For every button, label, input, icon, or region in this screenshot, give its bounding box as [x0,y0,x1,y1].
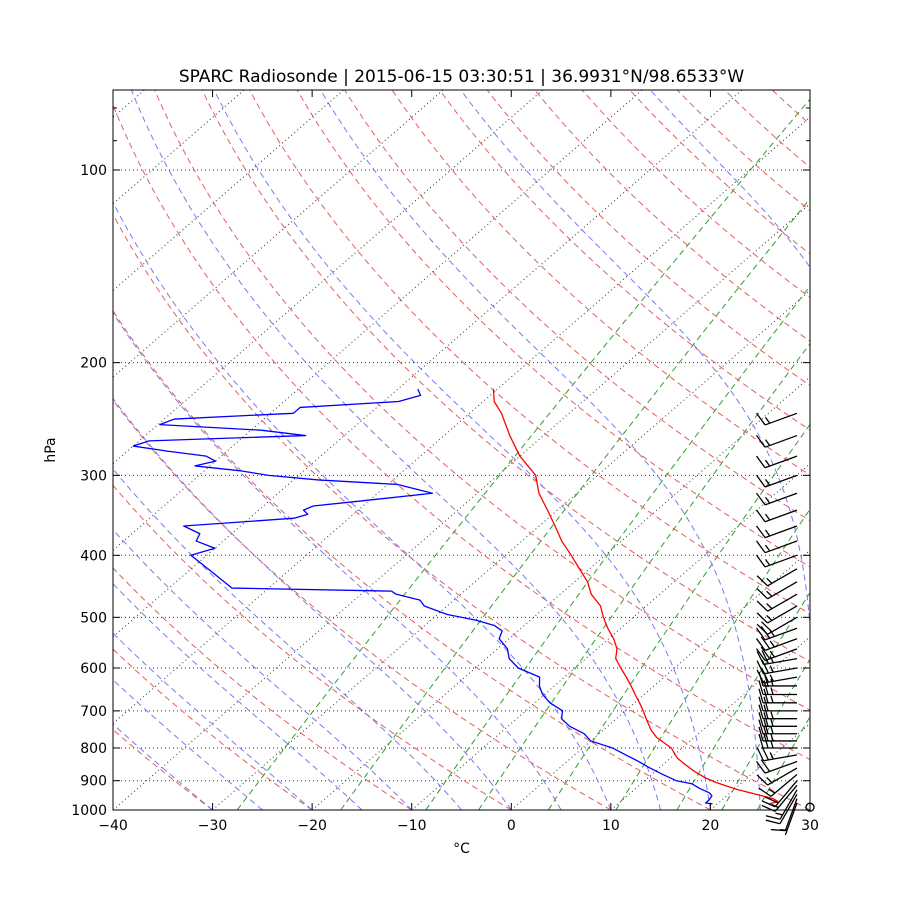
mixing-ratio-line [757,715,810,810]
wind-barb [756,650,798,666]
profile-layer [132,388,779,805]
mixing-ratio-line [615,508,810,810]
x-axis-label: °C [453,841,470,857]
wind-barb [755,554,798,568]
wind-barb [765,789,798,820]
wind-barb [756,605,798,624]
grid-layer [113,90,810,810]
x-axis: −40 −30 −20 −10 0 10 20 30 [98,90,819,834]
wind-barb [755,636,798,651]
moist-adiabat [130,90,662,810]
wind-barb [765,793,798,825]
wind-barb-layer [755,412,815,836]
moist-adiabat [213,90,711,810]
x-tick-label: 0 [507,818,516,834]
moist-adiabat-lines [113,90,810,810]
mixing-ratio-line [425,285,810,810]
wind-barb [755,455,798,469]
dry-adiabat [113,567,412,810]
wind-barb [755,474,798,488]
dry-adiabat [344,90,810,522]
plot-background [113,90,810,810]
y-axis: 100 200 300 400 500 600 700 800 900 1000 [71,107,810,819]
mixing-ratio-line [721,658,810,810]
moist-adiabat [113,397,512,810]
wind-barb [758,704,797,720]
wind-barb [756,568,798,587]
wind-barb [758,712,797,727]
dry-adiabat [296,90,810,568]
y-tick-label: 300 [80,468,107,484]
wind-barb [770,798,798,832]
dry-adiabat [201,90,810,663]
x-tick-label: 20 [702,818,720,834]
wind-barb [756,581,798,600]
dewpoint-profile [132,388,713,805]
y-tick-label: 500 [80,610,107,626]
wind-barb [758,696,797,712]
dry-adiabat [113,484,512,810]
wind-barb [755,412,798,426]
moist-adiabat [113,201,612,810]
dry-adiabat [113,309,711,810]
dry-adiabat [439,90,810,431]
dry-adiabat [113,213,810,810]
moist-adiabat [113,312,562,810]
y-tick-label: 600 [80,661,107,677]
y-tick-label: 400 [80,548,107,564]
wind-barb [756,668,798,684]
dry-adiabat [113,103,810,761]
x-tick-label: −20 [297,818,327,834]
wind-barb [755,434,798,448]
mixing-ratio-line [340,197,810,810]
mixing-ratio-lines [236,98,810,810]
wind-barb [761,780,798,808]
wind-barb [756,659,798,675]
wind-barb [755,646,798,662]
wind-barb [758,773,798,797]
dry-adiabat [154,90,810,711]
moist-adiabat [113,679,263,810]
chart-title: SPARC Radiosonde | 2015-06-15 03:30:51 |… [179,67,745,87]
x-tick-label: −30 [198,818,228,834]
dry-adiabat-lines [113,90,810,810]
dry-adiabat [113,399,612,810]
moist-adiabat [113,723,213,810]
wind-barb [756,767,798,786]
y-tick-label: 900 [80,774,107,790]
y-tick-label: 800 [80,741,107,757]
y-tick-label: 200 [80,356,107,372]
wind-barb [755,492,798,506]
moist-adiabat [319,90,761,810]
mixing-ratio-line [478,342,810,810]
dry-adiabat [391,90,810,476]
moist-adiabat [113,583,363,810]
x-tick-label: −40 [98,818,128,834]
y-tick-label: 1000 [71,803,107,819]
moist-adiabat [460,90,810,810]
plot-frame [112,89,811,811]
wind-barb [755,509,798,523]
y-axis-label: hPa [43,437,59,462]
mixing-ratio-line [676,591,810,810]
wind-barb [758,688,797,704]
moist-adiabat [113,632,313,810]
wind-barb [756,593,798,612]
wind-barb [755,540,798,554]
wind-barb [756,616,798,635]
x-tick-label: −10 [397,818,427,834]
x-tick-label: 10 [602,818,620,834]
dry-adiabat [249,90,810,615]
x-tick-label: 30 [801,818,819,834]
y-tick-label: 100 [80,163,107,179]
moist-adiabat [113,468,462,810]
mixing-ratio-line [547,423,810,810]
wind-barb [756,746,798,762]
y-tick-label: 700 [80,704,107,720]
temperature-profile [492,389,779,805]
wind-barb [755,525,798,539]
wind-barb [755,759,798,774]
